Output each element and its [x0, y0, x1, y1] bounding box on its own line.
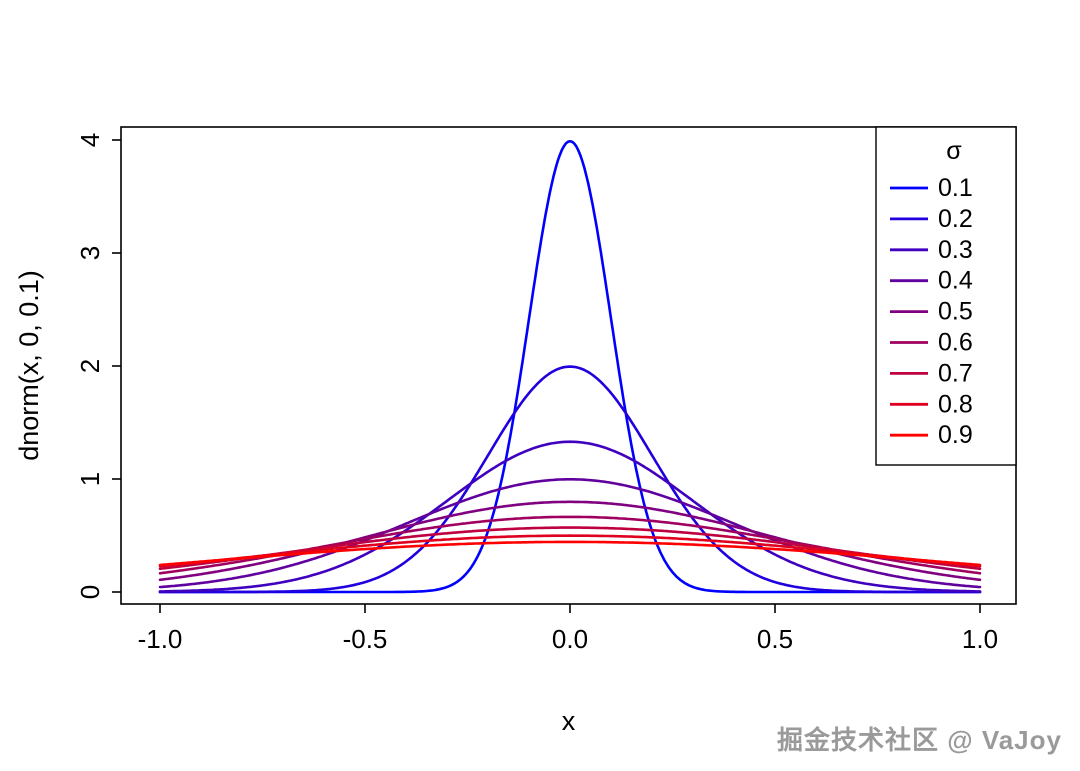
legend-entry-label: 0.8	[938, 390, 973, 418]
curve-sigma-0.3	[158, 440, 982, 593]
y-tick-label: 2	[75, 359, 105, 373]
x-tick-label: -1.0	[138, 624, 183, 654]
legend-entry-label: 0.1	[938, 174, 973, 202]
legend-entry-label: 0.9	[938, 421, 973, 449]
x-axis-label: x	[562, 706, 576, 736]
curve-sigma-0.8	[158, 534, 982, 568]
curve-sigma-0.4	[158, 477, 982, 589]
watermark-text: 掘金技术社区 @ VaJoy	[777, 725, 1062, 755]
x-tick-label: -0.5	[343, 624, 388, 654]
x-tick-label: 1.0	[962, 624, 998, 654]
legend-entry-label: 0.7	[938, 359, 973, 387]
curve-sigma-0.2	[158, 365, 982, 594]
y-tick-label: 0	[75, 585, 105, 599]
curve-sigma-0.7	[158, 526, 982, 571]
y-tick-label: 4	[75, 133, 105, 147]
legend-entry-label: 0.6	[938, 329, 973, 357]
y-tick-label: 1	[75, 472, 105, 486]
y-axis-label: dnorm(x, 0, 0.1)	[14, 270, 44, 461]
legend-entry-label: 0.5	[938, 298, 973, 326]
legend-title: σ	[946, 137, 962, 165]
legend-box	[875, 126, 1017, 466]
legend-entry-label: 0.3	[938, 236, 973, 264]
curve-sigma-0.9	[158, 540, 982, 567]
legend-entry-label: 0.4	[938, 267, 973, 295]
x-tick-label: 0.5	[757, 624, 793, 654]
curve-sigma-0.6	[158, 515, 982, 575]
legend-entry-label: 0.2	[938, 205, 973, 233]
x-tick-label: 0.0	[552, 624, 588, 654]
y-tick-label: 3	[75, 246, 105, 260]
